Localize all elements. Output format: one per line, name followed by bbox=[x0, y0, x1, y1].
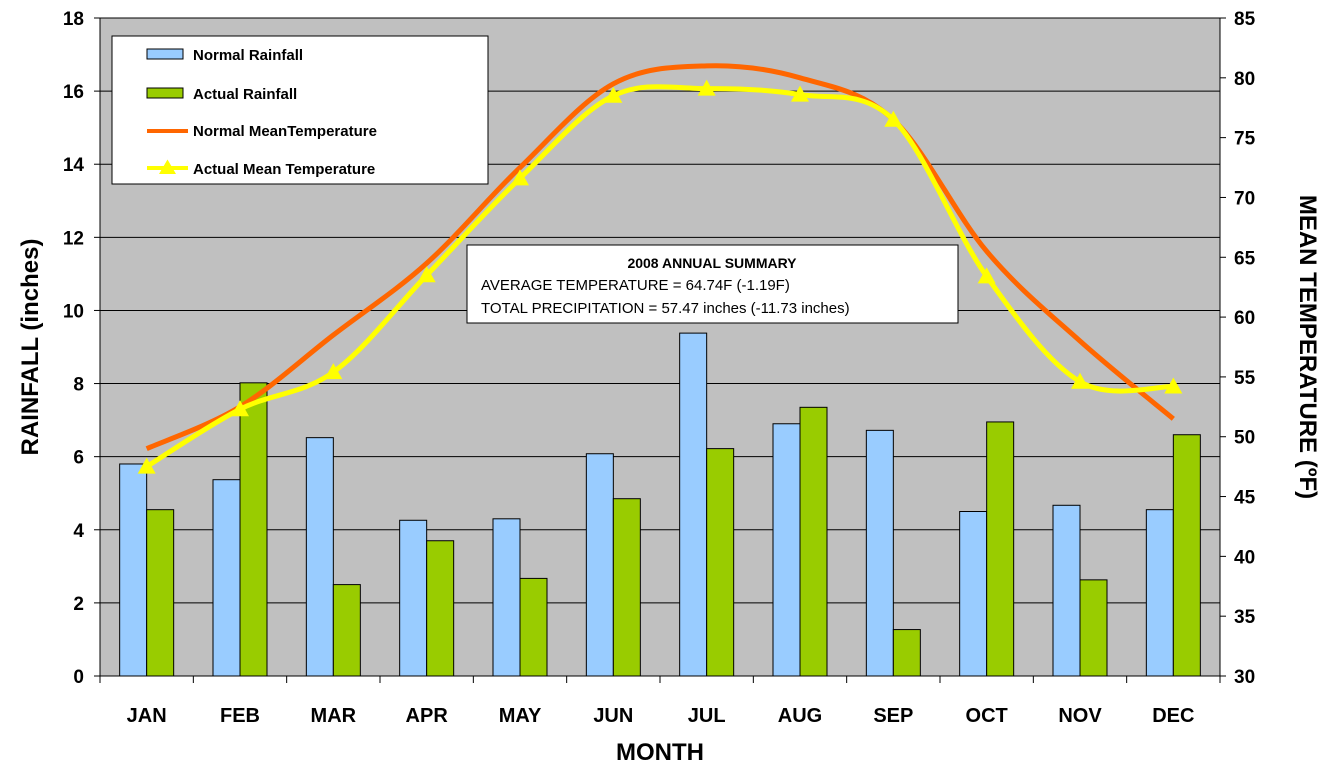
marker-actual-temperature bbox=[231, 400, 249, 417]
x-tick-label: JAN bbox=[127, 705, 167, 727]
annual-summary-temperature: AVERAGE TEMPERATURE = 64.74F (-1.19F) bbox=[481, 277, 790, 294]
marker-actual-temperature bbox=[604, 86, 623, 103]
annual-summary-frame bbox=[466, 244, 959, 324]
bar-actual-rainfall bbox=[426, 540, 455, 677]
y-tick-label: 10 bbox=[63, 301, 84, 322]
bar-actual-rainfall bbox=[612, 498, 641, 677]
bar-normal-rainfall bbox=[865, 429, 894, 677]
y2-tick-label: 80 bbox=[1234, 69, 1255, 90]
legend-swatch-normal-rainfall bbox=[146, 48, 184, 60]
bar-actual-rainfall bbox=[1172, 434, 1201, 677]
bar-normal-rainfall bbox=[305, 437, 334, 677]
bar-actual-rainfall bbox=[799, 406, 828, 677]
bar-actual-rainfall bbox=[146, 509, 175, 677]
y-tick-label: 16 bbox=[63, 82, 84, 103]
y2-axis-title: MEAN TEMPERATURE (ºF) bbox=[1294, 195, 1321, 499]
legend-swatch-actual-rainfall bbox=[146, 87, 184, 99]
x-axis-title: MONTH bbox=[616, 739, 704, 766]
legend-label-normal-rainfall: Normal Rainfall bbox=[193, 47, 303, 64]
bar-actual-rainfall bbox=[332, 584, 361, 677]
y2-tick-label: 70 bbox=[1234, 188, 1255, 209]
x-tick-label: MAR bbox=[311, 705, 357, 727]
y2-tick-label: 65 bbox=[1234, 248, 1256, 269]
bar-actual-rainfall bbox=[1079, 579, 1108, 677]
annual-summary-box: 2008 ANNUAL SUMMARY AVERAGE TEMPERATURE … bbox=[466, 244, 959, 324]
y-tick-label: 4 bbox=[73, 521, 84, 542]
marker-actual-temperature bbox=[1071, 372, 1089, 389]
bar-actual-rainfall bbox=[519, 577, 548, 677]
y-tick-label: 18 bbox=[63, 9, 84, 30]
x-tick-label: NOV bbox=[1058, 705, 1102, 727]
legend: Normal Rainfall Actual Rainfall Normal M… bbox=[111, 35, 489, 185]
y-tick-label: 12 bbox=[63, 228, 84, 249]
bar-normal-rainfall bbox=[119, 463, 148, 677]
bar-normal-rainfall bbox=[1145, 509, 1174, 677]
x-tick-label: APR bbox=[406, 705, 449, 727]
marker-actual-temperature bbox=[417, 266, 436, 283]
y2-tick-label: 55 bbox=[1234, 368, 1256, 389]
y2-tick-label: 50 bbox=[1234, 428, 1255, 449]
bar-normal-rainfall bbox=[679, 332, 708, 677]
x-tick-label: FEB bbox=[220, 705, 260, 727]
temperature-lines bbox=[137, 63, 1183, 474]
marker-actual-temperature bbox=[977, 267, 996, 284]
annual-summary-title: 2008 ANNUAL SUMMARY bbox=[627, 255, 797, 271]
y2-tick-label: 35 bbox=[1234, 607, 1256, 628]
legend-marker-triangle-icon bbox=[159, 159, 176, 174]
y2-tick-label: 60 bbox=[1234, 308, 1255, 329]
y2-tick-label: 75 bbox=[1234, 129, 1256, 150]
bar-actual-rainfall bbox=[892, 629, 921, 677]
y2-tick-label: 45 bbox=[1234, 488, 1256, 509]
marker-actual-temperature bbox=[791, 85, 809, 102]
line-normal-temperature bbox=[145, 63, 1175, 451]
bar-normal-rainfall bbox=[585, 453, 614, 677]
marker-actual-temperature bbox=[137, 457, 156, 474]
legend-box bbox=[111, 35, 489, 185]
y2-tick-label: 85 bbox=[1234, 9, 1256, 30]
bar-actual-rainfall bbox=[706, 448, 735, 677]
y2-tick-label: 40 bbox=[1234, 547, 1255, 568]
y-tick-label: 0 bbox=[73, 667, 84, 688]
marker-actual-temperature bbox=[511, 169, 529, 186]
y-tick-label: 6 bbox=[73, 448, 84, 469]
bar-normal-rainfall bbox=[492, 518, 521, 677]
legend-label-actual-rainfall: Actual Rainfall bbox=[193, 86, 297, 103]
x-tick-label: DEC bbox=[1152, 705, 1194, 727]
y-axis-title: RAINFALL (inches) bbox=[17, 239, 44, 456]
x-tick-label: SEP bbox=[873, 705, 913, 727]
tick-labels: 0 2 4 6 8 10 12 14 16 18 30 35 40 45 50 55 60 65 70 75 80 85 J… bbox=[63, 9, 1256, 727]
x-tick-label: OCT bbox=[966, 705, 1008, 727]
legend-label-actual-temperature: Actual Mean Temperature bbox=[193, 161, 375, 178]
bar-normal-rainfall bbox=[212, 479, 241, 677]
y2-tick-label: 30 bbox=[1234, 667, 1255, 688]
bar-normal-rainfall bbox=[1052, 504, 1081, 677]
x-tick-label: MAY bbox=[499, 705, 542, 727]
y-tick-label: 8 bbox=[73, 375, 84, 396]
axes bbox=[94, 17, 1226, 683]
y-tick-label: 14 bbox=[63, 155, 85, 176]
marker-actual-temperature bbox=[884, 110, 903, 127]
bars bbox=[119, 332, 1201, 677]
marker-actual-temperature bbox=[1164, 377, 1183, 394]
y-tick-label: 2 bbox=[73, 594, 84, 615]
x-tick-label: AUG bbox=[778, 705, 822, 727]
legend-label-normal-temperature: Normal MeanTemperature bbox=[193, 123, 377, 140]
x-tick-label: JUL bbox=[688, 705, 726, 727]
marker-actual-temperature bbox=[324, 363, 343, 380]
bar-normal-rainfall bbox=[772, 423, 801, 677]
x-tick-label: JUN bbox=[593, 705, 633, 727]
bar-normal-rainfall bbox=[959, 511, 988, 677]
bar-normal-rainfall bbox=[399, 519, 428, 677]
marker-actual-temperature bbox=[697, 79, 716, 96]
annual-summary-precipitation: TOTAL PRECIPITATION = 57.47 inches (-11.… bbox=[481, 300, 850, 317]
bar-actual-rainfall bbox=[986, 421, 1015, 677]
bar-actual-rainfall bbox=[239, 382, 268, 677]
